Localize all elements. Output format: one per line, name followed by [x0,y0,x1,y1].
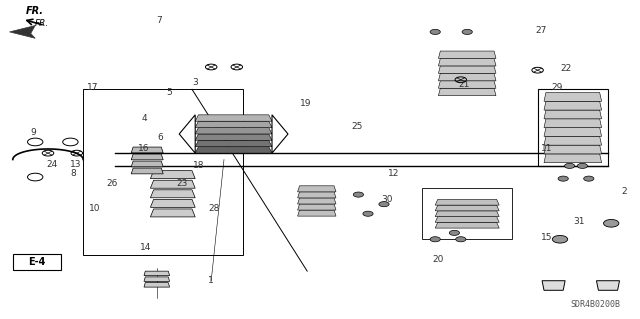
Polygon shape [144,283,170,287]
Text: 20: 20 [433,256,444,264]
Polygon shape [544,137,602,145]
Circle shape [353,192,364,197]
Polygon shape [435,217,499,222]
Text: 1: 1 [209,276,214,285]
Polygon shape [144,277,170,281]
Polygon shape [542,281,565,290]
Polygon shape [150,209,195,217]
Text: 2: 2 [621,187,627,196]
Text: 29: 29 [551,83,563,92]
Text: 19: 19 [300,99,312,108]
Circle shape [430,237,440,242]
Text: 18: 18 [193,161,204,170]
Polygon shape [544,128,602,137]
Polygon shape [438,81,496,88]
Polygon shape [544,154,602,163]
Text: 26: 26 [106,179,118,188]
Polygon shape [150,180,195,188]
Polygon shape [596,281,620,290]
Polygon shape [544,110,602,119]
Polygon shape [438,51,496,58]
Text: 21: 21 [458,80,470,89]
Polygon shape [435,222,499,228]
Polygon shape [150,171,195,179]
Text: FR.: FR. [35,19,49,28]
Circle shape [379,202,389,207]
Circle shape [604,219,619,227]
Text: 11: 11 [541,144,553,153]
Polygon shape [435,211,499,217]
Polygon shape [298,192,336,198]
Polygon shape [544,119,602,128]
Polygon shape [544,101,602,110]
Circle shape [430,29,440,34]
Text: 24: 24 [47,160,58,169]
Text: 28: 28 [209,204,220,213]
Circle shape [456,237,466,242]
Polygon shape [298,210,336,216]
Circle shape [564,163,575,168]
Polygon shape [438,66,496,73]
Polygon shape [150,199,195,207]
Text: 3: 3 [193,78,198,87]
Circle shape [449,230,460,235]
Text: 5: 5 [167,88,172,97]
Polygon shape [298,198,336,204]
Text: E-4: E-4 [28,256,46,267]
Polygon shape [298,186,336,192]
Polygon shape [150,190,195,198]
Text: 23: 23 [177,179,188,188]
Text: 17: 17 [87,83,99,92]
Text: FR.: FR. [26,6,44,16]
Polygon shape [195,134,272,140]
Text: 4: 4 [141,114,147,122]
Circle shape [584,176,594,181]
Polygon shape [144,271,170,276]
Polygon shape [438,73,496,81]
Circle shape [558,176,568,181]
Text: 27: 27 [535,26,547,35]
Text: 30: 30 [381,195,393,204]
Polygon shape [195,121,272,128]
Text: 31: 31 [573,217,585,226]
Text: 15: 15 [541,233,553,242]
Text: 16: 16 [138,144,150,153]
Text: SDR4B0200B: SDR4B0200B [571,300,621,309]
Circle shape [577,163,588,168]
Text: 9: 9 [31,128,36,137]
Text: 7: 7 [156,16,161,25]
Polygon shape [131,147,163,153]
Text: 12: 12 [388,169,399,178]
Polygon shape [544,145,602,154]
Circle shape [552,235,568,243]
Polygon shape [195,115,272,121]
Polygon shape [195,128,272,134]
Polygon shape [544,93,602,101]
Text: 22: 22 [561,64,572,73]
Polygon shape [10,26,35,38]
Polygon shape [195,147,272,153]
Polygon shape [131,154,163,160]
Circle shape [363,211,373,216]
Text: 10: 10 [89,204,100,213]
Text: 8: 8 [71,169,76,178]
Polygon shape [435,199,499,205]
Text: 6: 6 [157,133,163,142]
Text: 25: 25 [351,122,363,130]
Polygon shape [438,88,496,96]
Polygon shape [298,204,336,210]
Polygon shape [131,161,163,167]
Polygon shape [435,205,499,211]
Text: 14: 14 [140,243,152,252]
Polygon shape [195,140,272,147]
Polygon shape [438,58,496,66]
Polygon shape [131,168,163,174]
Text: 13: 13 [70,160,81,169]
Circle shape [462,29,472,34]
